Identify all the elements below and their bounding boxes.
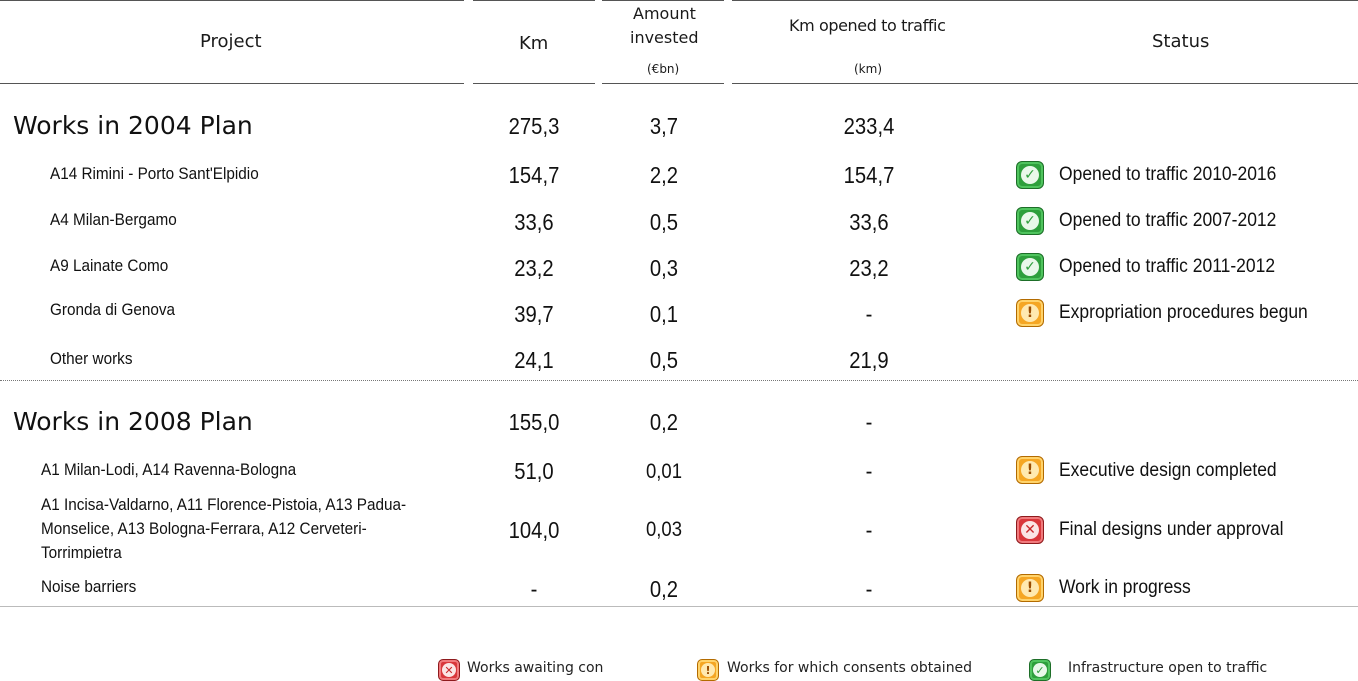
amount-value: 0,3 (649, 255, 679, 281)
project-label: Gronda di Genova (50, 300, 176, 319)
cross-icon: ✕ (1016, 516, 1044, 544)
opened-value: - (865, 301, 873, 327)
opened-value: 154,7 (843, 162, 895, 188)
project-label-line-2: Monselice, A13 Bologna-Ferrara, A12 Cerv… (41, 519, 367, 538)
table-bottom-rule (0, 606, 1358, 607)
amount-value: 0,03 (646, 518, 682, 541)
amount-value: 0,1 (649, 301, 679, 327)
km-value: 154,7 (508, 162, 560, 188)
opened-value: - (865, 517, 873, 543)
amount-value: 0,2 (649, 576, 679, 602)
project-label: A1 Milan-Lodi, A14 Ravenna-Bologna (41, 460, 297, 479)
km-value: - (530, 576, 538, 602)
km-value: 51,0 (514, 458, 554, 484)
section-total-amount: 0,2 (649, 409, 679, 435)
column-header-amount-unit: (€bn) (647, 62, 680, 76)
header-bottom-rule-rest (732, 83, 1358, 84)
km-value: 33,6 (514, 209, 554, 235)
check-icon: ✓ (1016, 207, 1044, 235)
legend-consents-obtained: Works for which consents obtained (727, 660, 973, 676)
section-divider (0, 380, 1358, 381)
amount-value: 0,01 (646, 460, 682, 483)
exclamation-icon: ! (1016, 456, 1044, 484)
check-icon: ✓ (1029, 659, 1051, 681)
header-bottom-rule-amount (602, 83, 724, 84)
column-header-amount-line2: invested (630, 28, 699, 47)
status-text: Work in progress (1059, 577, 1191, 598)
amount-value: 0,5 (649, 347, 679, 373)
section-total-amount: 3,7 (649, 113, 679, 139)
header-top-rule-amount (602, 0, 724, 1)
project-label: Other works (50, 349, 133, 368)
status-text: Expropriation procedures begun (1059, 302, 1308, 323)
section-total-km: 155,0 (508, 409, 560, 435)
opened-value: 33,6 (849, 209, 889, 235)
header-bottom-rule-project (0, 83, 464, 84)
amount-value: 0,5 (649, 209, 679, 235)
exclamation-icon: ! (1016, 299, 1044, 327)
column-header-project: Project (200, 31, 262, 52)
project-label: A4 Milan-Bergamo (50, 210, 177, 229)
project-label-line-3: Torrimpietra (41, 543, 122, 559)
project-label-line-1: A1 Incisa-Valdarno, A11 Florence-Pistoia… (41, 495, 407, 514)
section-total-opened: - (865, 409, 873, 435)
check-icon: ✓ (1016, 161, 1044, 189)
section-total-km: 275,3 (508, 113, 560, 139)
project-label: A14 Rimini - Porto Sant'Elpidio (50, 164, 259, 183)
cross-icon: ✕ (438, 659, 460, 681)
column-header-km: Km (519, 33, 549, 54)
status-text: Final designs under approval (1059, 519, 1284, 540)
exclamation-icon: ! (1016, 574, 1044, 602)
status-text: Opened to traffic 2007-2012 (1059, 210, 1277, 231)
project-label: A9 Lainate Como (50, 256, 169, 275)
status-text: Opened to traffic 2010-2016 (1059, 164, 1277, 185)
section-title-2008-plan: Works in 2008 Plan (13, 407, 253, 436)
header-bottom-rule-km (473, 83, 595, 84)
header-top-rule-km (473, 0, 595, 1)
column-header-opened-unit: (km) (854, 62, 883, 76)
status-text: Opened to traffic 2011-2012 (1059, 256, 1276, 277)
header-top-rule-rest (732, 0, 1358, 1)
column-header-status: Status (1152, 31, 1210, 52)
km-value: 24,1 (514, 347, 554, 373)
km-value: 23,2 (514, 255, 554, 281)
section-total-opened: 233,4 (843, 113, 895, 139)
km-value: 39,7 (514, 301, 554, 327)
column-header-opened: Km opened to traffic (789, 16, 946, 35)
section-title-2004-plan: Works in 2004 Plan (13, 111, 253, 140)
opened-value: 21,9 (849, 347, 889, 373)
opened-value: - (865, 458, 873, 484)
check-icon: ✓ (1016, 253, 1044, 281)
exclamation-icon: ! (697, 659, 719, 681)
legend-awaiting-consents: Works awaiting cons (467, 660, 604, 676)
column-header-amount-line1: Amount (633, 4, 696, 23)
opened-value: - (865, 576, 873, 602)
km-value: 104,0 (508, 517, 560, 543)
project-label: Noise barriers (41, 577, 137, 596)
opened-value: 23,2 (849, 255, 889, 281)
status-text: Executive design completed (1059, 460, 1277, 481)
header-top-rule-project (0, 0, 464, 1)
legend-open-to-traffic: Infrastructure open to traffic (1068, 660, 1268, 676)
amount-value: 2,2 (649, 162, 679, 188)
